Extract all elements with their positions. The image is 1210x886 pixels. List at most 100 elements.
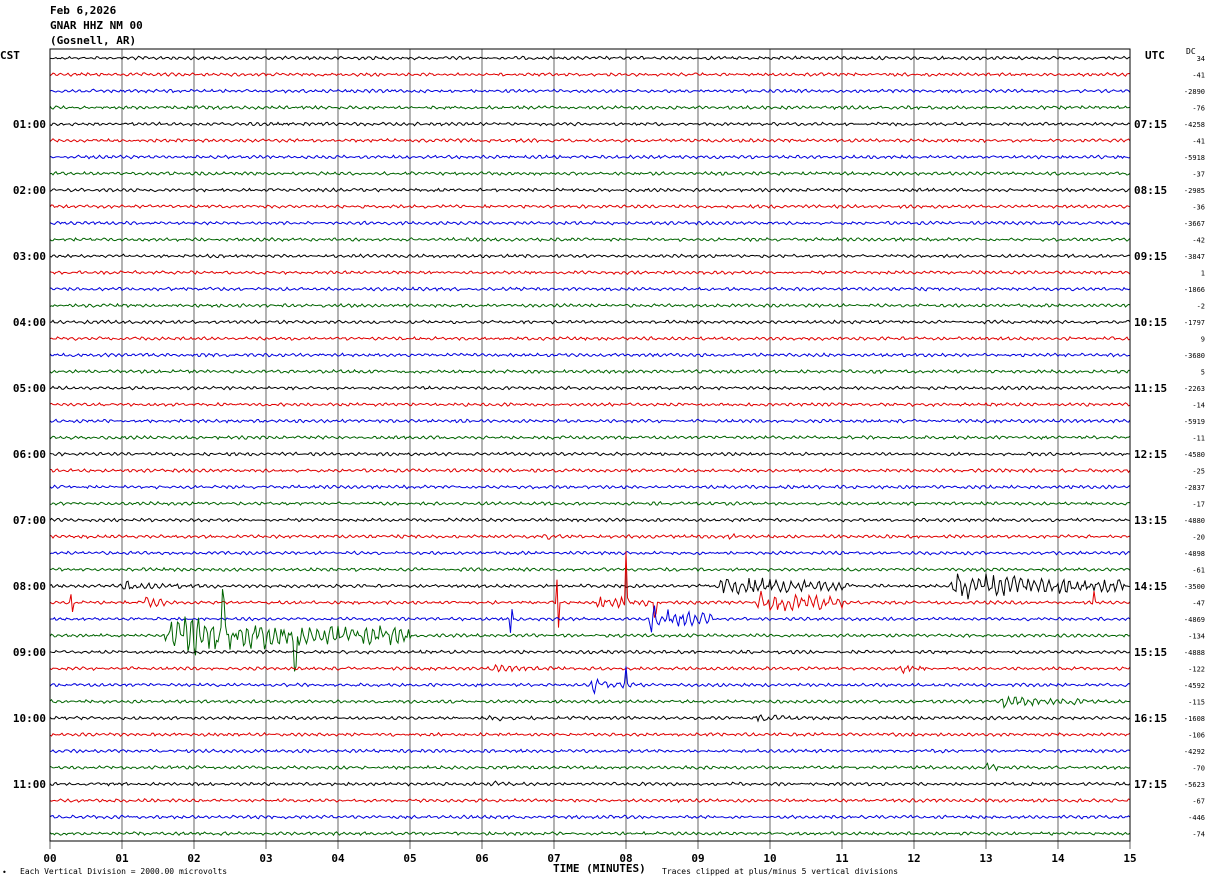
dc-offset-label: 5 [1201, 369, 1205, 377]
dc-offset-label: -42 [1192, 237, 1205, 245]
trace-line [49, 649, 1131, 655]
dc-offset-label: -4258 [1184, 121, 1205, 129]
left-time-label: 01:00 [13, 118, 46, 131]
dc-offset-label: -76 [1192, 105, 1205, 113]
dc-offset-label: -115 [1188, 699, 1205, 707]
dc-offset-label: -36 [1192, 204, 1205, 212]
trace-line [49, 748, 1131, 754]
trace-line [49, 714, 1131, 723]
dc-offset-label: -4292 [1184, 748, 1205, 756]
trace-line [49, 55, 1131, 61]
x-tick-label: 07 [547, 852, 560, 865]
trace-line [49, 500, 1131, 506]
trace-line [49, 605, 1131, 633]
left-time-label: 11:00 [13, 778, 46, 791]
x-tick-label: 10 [763, 852, 776, 865]
trace-line [49, 762, 1131, 772]
right-time-label: 11:15 [1134, 382, 1167, 395]
dc-offset-label: -41 [1192, 72, 1205, 80]
left-time-label: 02:00 [13, 184, 46, 197]
trace-line [49, 137, 1131, 144]
dc-offset-label: -67 [1192, 798, 1205, 806]
right-time-label: 16:15 [1134, 712, 1167, 725]
trace-line [49, 434, 1131, 441]
trace-line [49, 88, 1131, 94]
trace-line [49, 154, 1131, 160]
trace-line [49, 663, 1131, 675]
trace-line [49, 418, 1131, 424]
right-time-label: 17:15 [1134, 778, 1167, 791]
trace-line [49, 550, 1131, 556]
dc-offset-label: 34 [1197, 55, 1205, 63]
date-label: Feb 6,2026 [50, 4, 117, 17]
trace-line [49, 302, 1131, 309]
scale-note: Each Vertical Division = 2000.00 microvo… [20, 867, 228, 876]
right-timezone-label: UTC [1145, 49, 1165, 62]
dc-offset-label: -1866 [1184, 286, 1205, 294]
trace-line [49, 484, 1131, 490]
dc-offset-label: -37 [1192, 171, 1205, 179]
dc-offset-label: -106 [1188, 732, 1205, 740]
dc-offset-label: -4869 [1184, 616, 1205, 624]
dc-offset-label: -4880 [1184, 517, 1205, 525]
dc-offset-label: -3667 [1184, 220, 1205, 228]
dc-offset-label: -74 [1192, 831, 1205, 839]
trace-line [49, 566, 1131, 573]
trace-line [49, 401, 1131, 408]
dc-offset-label: -122 [1188, 666, 1205, 674]
x-tick-label: 11 [835, 852, 849, 865]
trace-line [49, 236, 1131, 243]
dc-offset-label: -3847 [1184, 253, 1205, 261]
right-time-label: 14:15 [1134, 580, 1167, 593]
trace-line [49, 270, 1131, 276]
dc-offset-label: -5919 [1184, 418, 1205, 426]
grid-lines [49, 49, 1131, 849]
footer-mark: • [2, 868, 7, 877]
dc-offset-label: -2837 [1184, 484, 1205, 492]
dc-offset-label: -70 [1192, 765, 1205, 773]
left-time-label: 07:00 [13, 514, 46, 527]
right-time-label: 10:15 [1134, 316, 1167, 329]
trace-line [49, 72, 1131, 77]
dc-offset-label: -446 [1188, 814, 1205, 822]
dc-offset-label: -1608 [1184, 715, 1205, 723]
trace-line [49, 695, 1131, 709]
clip-note: Traces clipped at plus/minus 5 vertical … [662, 867, 899, 876]
trace-line [49, 666, 1131, 695]
axis-labels: 00 01 02 03 04 05 06 07 08 09 10 11 12 13 14 1534-41-28… [13, 55, 1205, 865]
trace-line [49, 532, 1131, 540]
dc-offset-label: -2890 [1184, 88, 1205, 96]
trace-line [49, 731, 1131, 738]
x-tick-label: 08 [619, 852, 632, 865]
trace-line [49, 121, 1131, 127]
trace-line [49, 335, 1131, 341]
x-tick-label: 15 [1123, 852, 1136, 865]
trace-line [49, 814, 1131, 820]
trace-line [49, 187, 1131, 193]
dc-offset-label: -4592 [1184, 682, 1205, 690]
dc-offset-label: -2263 [1184, 385, 1205, 393]
x-tick-label: 02 [187, 852, 200, 865]
x-tick-label: 14 [1051, 852, 1065, 865]
left-time-label: 05:00 [13, 382, 46, 395]
trace-line [49, 385, 1131, 391]
trace-line [49, 170, 1131, 177]
trace-line [49, 286, 1131, 292]
trace-line [49, 467, 1131, 474]
right-time-label: 15:15 [1134, 646, 1167, 659]
trace-line [49, 780, 1131, 787]
trace-line [49, 451, 1131, 457]
trace-line [49, 104, 1131, 111]
trace-line [49, 368, 1130, 375]
right-time-label: 12:15 [1134, 448, 1167, 461]
trace-line [49, 352, 1130, 358]
left-time-label: 10:00 [13, 712, 46, 725]
dc-offset-label: -3680 [1184, 352, 1205, 360]
dc-offset-label: -134 [1188, 633, 1205, 641]
x-tick-label: 01 [115, 852, 129, 865]
trace-line [49, 220, 1131, 226]
trace-line [49, 203, 1131, 210]
trace-line [49, 253, 1131, 259]
right-time-label: 13:15 [1134, 514, 1167, 527]
